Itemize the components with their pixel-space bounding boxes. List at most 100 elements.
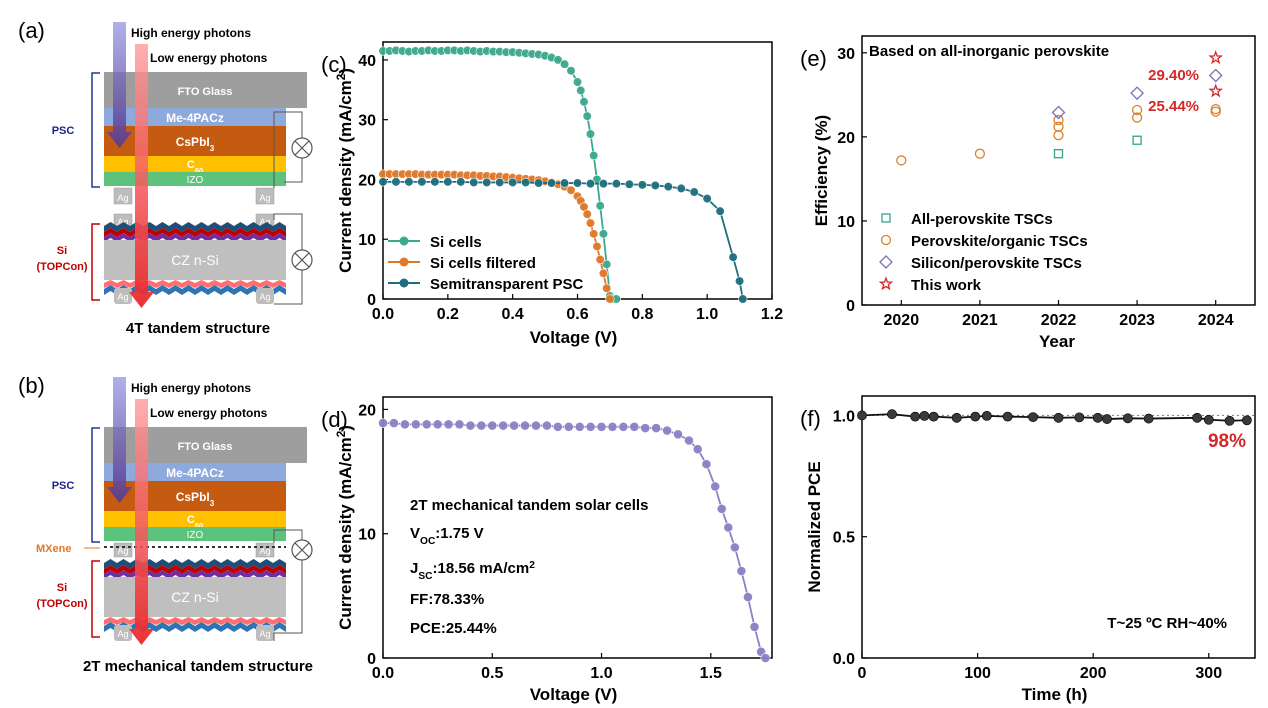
data-point [1053, 130, 1064, 141]
x-tick-label: 0.5 [481, 665, 503, 682]
si-label: Si [57, 582, 67, 594]
si-bracket [91, 560, 100, 638]
data-point [585, 129, 596, 139]
data-point [378, 177, 388, 187]
data-point [566, 185, 576, 195]
x-tick-label: 300 [1195, 665, 1222, 682]
data-point [970, 411, 981, 422]
data-point [546, 178, 557, 188]
data-point [701, 459, 712, 470]
ag-pad-left-top-label: Ag [117, 546, 128, 556]
ag-pad-right-si-label: Ag [259, 217, 270, 227]
y-tick-label: 10 [358, 527, 376, 544]
y-tick-label: 20 [837, 130, 855, 147]
annotation-jsc-part: J [410, 560, 418, 577]
ag-pad-right-top-label: Ag [259, 546, 270, 556]
low-energy-label: Low energy photons [150, 51, 268, 65]
data-point [1028, 412, 1038, 423]
data-point [637, 180, 647, 190]
si-bottom-texture-pink [104, 617, 286, 625]
series-line [383, 422, 767, 659]
data-point [692, 444, 703, 455]
data-point [432, 419, 443, 430]
x-tick-label: 0.8 [631, 306, 653, 323]
c60-label: C60 [187, 514, 203, 530]
annotation-voc: VOC:1.75 V [410, 525, 484, 547]
end-value-label: 98% [1208, 431, 1246, 452]
x-tick-label: 2024 [1198, 312, 1234, 329]
y-tick-label: 0.0 [833, 651, 855, 668]
data-point [1130, 86, 1145, 101]
data-point [1053, 149, 1064, 159]
y-tick-label: 0 [846, 298, 855, 315]
high-energy-arrow [107, 377, 132, 503]
x-axis-label: Time (h) [1022, 685, 1088, 704]
data-point [495, 177, 505, 188]
si-top-texture-purple [104, 233, 286, 242]
x-tick-label: 1.0 [696, 306, 718, 323]
data-point [559, 59, 570, 69]
legend-marker [878, 276, 894, 291]
data-point [618, 421, 629, 432]
load-cross-bottom [294, 252, 310, 268]
plot-frame [861, 395, 1256, 659]
data-point [1132, 135, 1142, 145]
data-point [1053, 121, 1064, 132]
data-point [1210, 106, 1221, 117]
x-tick-label: 0.6 [566, 306, 588, 323]
data-point [1242, 415, 1252, 426]
high-energy-arrow [107, 22, 132, 148]
data-point [498, 420, 509, 431]
data-point [910, 411, 921, 422]
data-point [589, 229, 599, 239]
si-top-texture-red [104, 228, 286, 237]
cspbi3-label: CsPbI3 [176, 135, 215, 153]
plot-frame [382, 396, 773, 659]
data-point [689, 187, 699, 197]
load-cross [294, 542, 310, 558]
c60-label-part: 60 [195, 166, 203, 175]
data-point [443, 177, 453, 187]
si-bracket [91, 223, 100, 301]
data-point [702, 193, 712, 204]
y-tick-label: 30 [837, 46, 855, 63]
x-tick-label: 1.5 [700, 665, 722, 682]
legend-marker [399, 236, 409, 246]
fto-glass-label: FTO Glass [178, 441, 233, 453]
data-point [469, 177, 479, 188]
psc-label: PSC [52, 480, 75, 492]
cz-nsi-layer [104, 240, 286, 280]
x-tick-label: 0.0 [372, 306, 394, 323]
data-point [595, 254, 605, 265]
data-point [981, 410, 992, 421]
data-point [582, 111, 592, 121]
c60-label-part: C [187, 159, 195, 171]
data-point [1053, 114, 1064, 126]
data-point [738, 294, 748, 304]
x-tick-label: 0.0 [372, 665, 394, 682]
data-point [476, 420, 487, 431]
x-tick-label: 0.2 [437, 306, 459, 323]
x-tick-label: 1.0 [590, 665, 612, 682]
data-point [443, 419, 454, 430]
data-point [723, 522, 734, 533]
annotation-voc-part: OC [420, 536, 436, 547]
annotation-jsc: JSC:18.56 mA/cm2 [410, 560, 535, 582]
annotation-pce: PCE:25.44% [410, 620, 497, 637]
y-tick-label: 10 [837, 214, 855, 231]
data-point [896, 155, 907, 166]
data-point [736, 566, 747, 576]
low-energy-arrow [129, 399, 154, 645]
y-axis-label-part: ) [336, 68, 355, 74]
legend-marker [399, 278, 409, 288]
high-energy-label: High energy photons [131, 381, 251, 395]
data-point [1131, 112, 1143, 123]
data-point [650, 180, 660, 191]
data-point [743, 592, 753, 602]
si-bottom-texture-pink [104, 280, 286, 288]
panel-b-letter: (b) [18, 373, 45, 398]
data-point [673, 429, 683, 440]
